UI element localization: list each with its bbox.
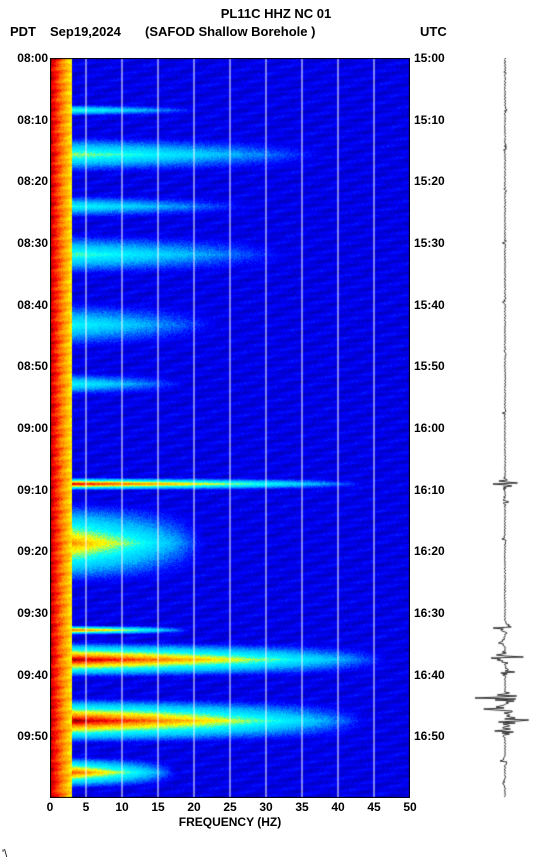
y-right-tick: 15:20: [414, 174, 445, 188]
y-left-tick: 08:10: [17, 113, 48, 127]
x-tick: 10: [115, 800, 128, 814]
timezone-left-label: PDT: [10, 24, 36, 39]
y-left-tick: 09:10: [17, 483, 48, 497]
y-right-tick: 16:00: [414, 421, 445, 435]
y-left-tick: 08:40: [17, 298, 48, 312]
y-right-tick: 16:10: [414, 483, 445, 497]
y-right-tick: 15:30: [414, 236, 445, 250]
spectrogram-plot: [50, 58, 410, 798]
y-left-tick: 08:20: [17, 174, 48, 188]
timezone-right-label: UTC: [420, 24, 447, 39]
y-left-tick: 09:40: [17, 668, 48, 682]
y-right-tick: 15:50: [414, 359, 445, 373]
y-right-tick: 15:10: [414, 113, 445, 127]
x-tick: 45: [367, 800, 380, 814]
x-tick: 50: [403, 800, 416, 814]
x-tick: 5: [83, 800, 90, 814]
x-tick: 15: [151, 800, 164, 814]
y-left-tick: 08:00: [17, 51, 48, 65]
x-tick: 30: [259, 800, 272, 814]
spectrogram-canvas: [50, 58, 410, 798]
x-tick: 0: [47, 800, 54, 814]
y-right-tick: 15:40: [414, 298, 445, 312]
y-right-tick: 16:20: [414, 544, 445, 558]
x-tick: 25: [223, 800, 236, 814]
y-right-tick: 16:30: [414, 606, 445, 620]
x-tick: 35: [295, 800, 308, 814]
x-axis-label: FREQUENCY (HZ): [50, 815, 410, 829]
y-right-tick: 16:40: [414, 668, 445, 682]
y-left-tick: 09:50: [17, 729, 48, 743]
y-left-tick: 09:00: [17, 421, 48, 435]
x-tick: 40: [331, 800, 344, 814]
x-tick: 20: [187, 800, 200, 814]
y-left-tick: 09:30: [17, 606, 48, 620]
chart-title: PL11C HHZ NC 01: [0, 6, 552, 21]
y-left-tick: 08:30: [17, 236, 48, 250]
y-left-tick: 09:20: [17, 544, 48, 558]
date-label: Sep19,2024: [50, 24, 121, 39]
station-label: (SAFOD Shallow Borehole ): [145, 24, 315, 39]
y-right-tick: 15:00: [414, 51, 445, 65]
seismogram-canvas: [470, 58, 540, 798]
y-right-tick: 16:50: [414, 729, 445, 743]
corner-mark: '\: [2, 848, 7, 860]
y-left-tick: 08:50: [17, 359, 48, 373]
